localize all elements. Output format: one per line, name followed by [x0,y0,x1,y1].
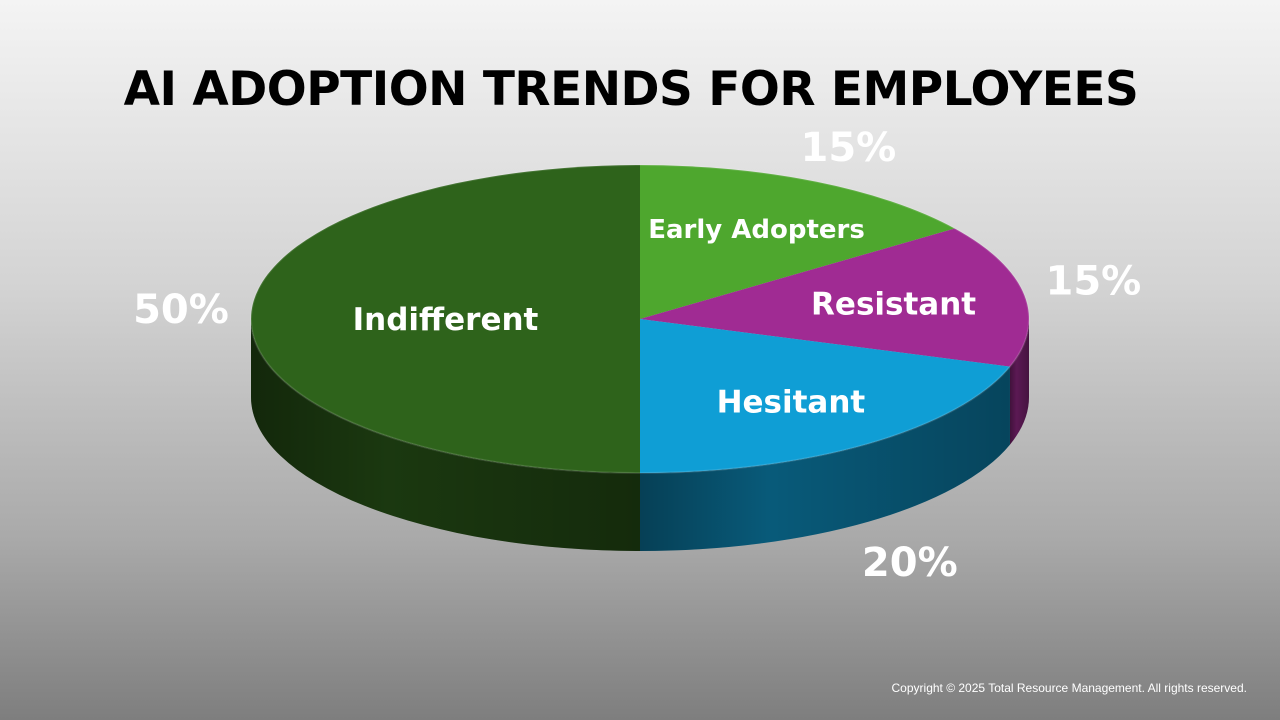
percent-label-early-adopters: 15% [801,125,897,171]
pie-side-shading [1009,319,1029,445]
percent-label-hesitant: 20% [862,540,958,586]
category-label-hesitant: Hesitant [717,384,866,420]
pie-slice-hesitant [640,319,1010,473]
percent-label-resistant: 15% [1045,259,1141,305]
category-label-early-adopters: Early Adopters [648,215,865,245]
pie-slice-indifferent [251,165,640,473]
copyright-notice: Copyright © 2025 Total Resource Manageme… [891,681,1247,695]
pie-side-shading [640,366,1010,551]
pie-sides [251,319,1029,551]
pie-side-shading [251,319,640,551]
pie-slice-resistant [640,228,1029,367]
percent-label-indifferent: 50% [133,287,229,333]
pie-labels: Early Adopters 15% Resistant 15% Hesitant 20%… [133,125,1141,586]
pie-slice-early-adopters [640,165,955,319]
pie-rim [250,164,1030,474]
chart-title: AI ADOPTION TRENDS FOR EMPLOYEES [123,62,1139,117]
pie-tops [250,164,1030,474]
category-label-indifferent: Indifferent [353,302,539,338]
category-label-resistant: Resistant [811,286,976,322]
